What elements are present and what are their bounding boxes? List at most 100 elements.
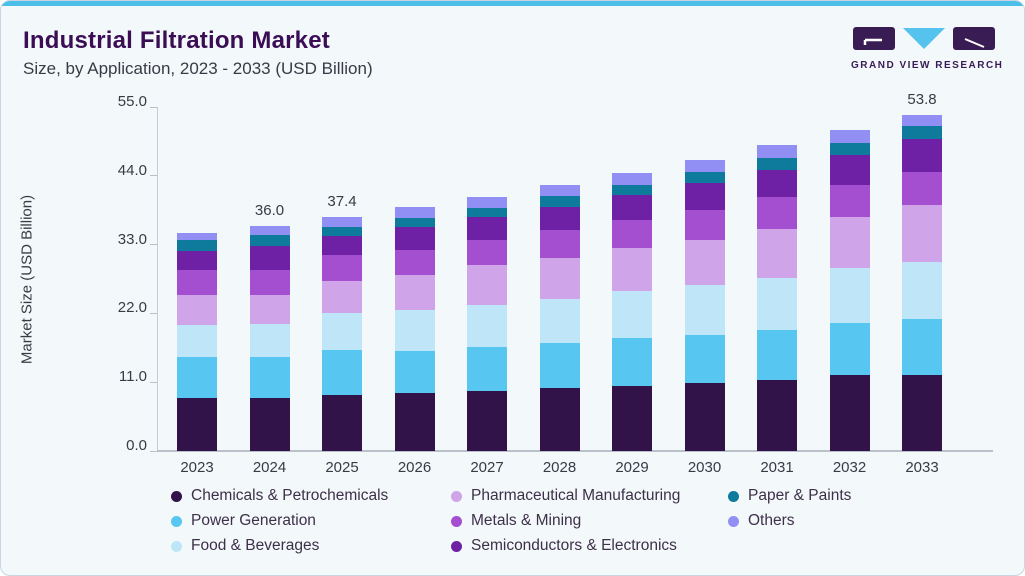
legend-item-food-beverages: Food & Beverages	[171, 536, 319, 556]
segment-food-beverages	[394, 309, 435, 351]
bar-2024: 36.0	[249, 202, 290, 451]
top-accent-bar	[1, 1, 1024, 6]
segment-pharmaceutical-manufacturing	[757, 228, 797, 278]
segment-metals-mining	[322, 255, 362, 281]
segment-others	[467, 196, 507, 208]
segment-paper-paints	[684, 172, 725, 183]
y-tick-mark	[150, 381, 157, 383]
segment-metals-mining	[394, 249, 435, 276]
segment-semiconductors-electronics	[829, 155, 870, 185]
bar-value-label-2033: 53.8	[907, 90, 937, 108]
segment-pharmaceutical-manufacturing	[467, 265, 507, 305]
segment-semiconductors-electronics	[394, 227, 435, 250]
x-tick-label-2024: 2024	[252, 459, 287, 476]
segment-semiconductors-electronics	[322, 235, 362, 256]
segment-chemicals-petrochemicals	[829, 375, 870, 451]
segment-paper-paints	[394, 217, 435, 228]
segment-paper-paints	[467, 207, 507, 218]
segment-others	[322, 217, 362, 227]
y-tick-label: 33.0	[117, 230, 147, 248]
segment-paper-paints	[757, 158, 797, 171]
segment-food-beverages	[612, 290, 652, 338]
segment-chemicals-petrochemicals	[177, 397, 217, 451]
x-tick-label-2027: 2027	[470, 459, 504, 476]
y-tick-mark	[150, 312, 157, 314]
legend-item-chemicals-petrochemicals: Chemicals & Petrochemicals	[171, 486, 388, 506]
y-axis-title: Market Size (USD Billion)	[18, 194, 36, 365]
legend-item-semiconductors-electronics: Semiconductors & Electronics	[451, 536, 677, 556]
page-subtitle: Size, by Application, 2023 - 2033 (USD B…	[23, 59, 373, 78]
y-tick-mark	[150, 244, 157, 246]
legend-item-paper-paints: Paper & Paints	[728, 486, 851, 506]
legend-label: Food & Beverages	[191, 537, 320, 554]
segment-food-beverages	[829, 267, 870, 324]
segment-chemicals-petrochemicals	[612, 385, 652, 451]
gvr-logo-icon	[852, 27, 995, 50]
legend-label: Power Generation	[191, 512, 316, 529]
segment-chemicals-petrochemicals	[539, 387, 580, 451]
segment-paper-paints	[539, 196, 580, 208]
segment-pharmaceutical-manufacturing	[394, 275, 435, 310]
segment-others	[902, 114, 942, 127]
segment-pharmaceutical-manufacturing	[249, 294, 290, 325]
segment-chemicals-petrochemicals	[684, 383, 725, 451]
segment-food-beverages	[902, 261, 942, 320]
segment-pharmaceutical-manufacturing	[539, 257, 580, 300]
segment-pharmaceutical-manufacturing	[322, 280, 362, 313]
segment-power-generation	[539, 342, 580, 388]
bar-2029	[612, 172, 652, 451]
bar-2025: 37.4	[322, 193, 362, 451]
segment-paper-paints	[322, 226, 362, 236]
legend-label: Semiconductors & Electronics	[471, 537, 677, 554]
segment-food-beverages	[177, 325, 217, 357]
bar-2026	[394, 207, 435, 451]
segment-power-generation	[757, 330, 797, 380]
legend-swatch-icon	[451, 490, 462, 502]
segment-others	[394, 207, 435, 218]
legend-item-pharmaceutical-manufacturing: Pharmaceutical Manufacturing	[451, 486, 680, 506]
segment-food-beverages	[539, 299, 580, 343]
legend-item-others: Others	[728, 511, 795, 531]
segment-paper-paints	[249, 235, 290, 246]
segment-others	[829, 130, 870, 144]
x-axis-line	[157, 450, 993, 452]
segment-power-generation	[177, 356, 217, 398]
segment-pharmaceutical-manufacturing	[902, 204, 942, 262]
segment-power-generation	[829, 323, 870, 376]
legend-label: Pharmaceutical Manufacturing	[471, 487, 681, 504]
segment-pharmaceutical-manufacturing	[684, 239, 725, 286]
legend-item-metals-mining: Metals & Mining	[451, 511, 581, 531]
grand-view-research-logo: GRAND VIEW RESEARCH	[851, 27, 1004, 71]
segment-power-generation	[394, 350, 435, 393]
y-tick-label: 0.0	[126, 437, 147, 454]
bar-2033: 53.8	[902, 91, 942, 451]
y-tick-label: 11.0	[118, 368, 147, 386]
segment-chemicals-petrochemicals	[757, 379, 797, 451]
segment-semiconductors-electronics	[467, 217, 507, 240]
plot-area: 0.0 11.0 22.0 33.0 44.0 55.0 2023 36.0 2024 37.4 2…	[118, 91, 993, 476]
segment-paper-paints	[902, 126, 942, 139]
segment-semiconductors-electronics	[177, 250, 217, 270]
segment-chemicals-petrochemicals	[394, 392, 435, 451]
bar-2032	[829, 130, 870, 451]
x-tick-label-2031: 2031	[760, 459, 794, 476]
segment-others	[249, 225, 290, 236]
bar-2023	[177, 233, 217, 451]
legend-label: Metals & Mining	[471, 512, 582, 529]
segment-metals-mining	[757, 197, 797, 229]
segment-power-generation	[322, 350, 362, 395]
logo-wordmark: GRAND VIEW RESEARCH	[851, 60, 1004, 71]
segment-food-beverages	[684, 285, 725, 336]
x-tick-label-2033: 2033	[905, 459, 939, 476]
segment-semiconductors-electronics	[902, 138, 942, 173]
legend-swatch-icon	[171, 540, 182, 552]
segment-food-beverages	[467, 304, 507, 347]
bar-2028	[539, 185, 580, 451]
segment-paper-paints	[612, 184, 652, 196]
y-tick-label: 44.0	[117, 161, 147, 179]
segment-food-beverages	[757, 277, 797, 331]
legend-swatch-icon	[728, 490, 739, 502]
segment-chemicals-petrochemicals	[249, 397, 290, 451]
legend-swatch-icon	[451, 515, 462, 527]
segment-metals-mining	[829, 184, 870, 218]
